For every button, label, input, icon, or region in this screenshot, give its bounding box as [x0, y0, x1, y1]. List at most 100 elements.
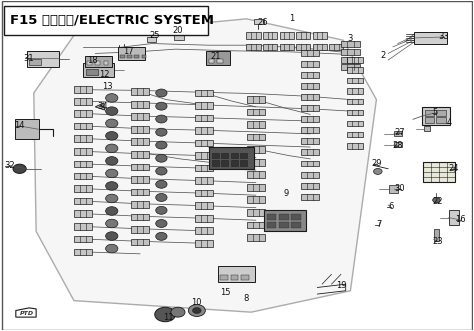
Bar	[425, 118, 434, 123]
Bar	[74, 198, 92, 205]
Circle shape	[106, 94, 118, 102]
Bar	[131, 176, 149, 183]
Bar	[255, 19, 264, 24]
Text: 8: 8	[244, 295, 249, 304]
Bar	[195, 165, 213, 171]
Bar	[195, 140, 213, 146]
Bar	[74, 173, 92, 179]
Bar	[247, 234, 265, 241]
Circle shape	[156, 89, 167, 97]
Bar	[449, 210, 459, 225]
Bar	[29, 59, 41, 65]
Bar	[347, 132, 364, 137]
Bar	[221, 153, 228, 158]
Bar	[340, 41, 360, 47]
Bar	[292, 221, 301, 228]
Circle shape	[156, 154, 167, 162]
Bar	[118, 48, 146, 60]
Bar	[423, 162, 455, 182]
Bar	[212, 153, 219, 158]
Text: 25: 25	[149, 31, 160, 40]
Bar	[85, 56, 112, 67]
Circle shape	[156, 141, 167, 149]
Text: 20: 20	[173, 26, 183, 35]
Bar	[217, 59, 223, 63]
Circle shape	[156, 167, 167, 175]
Circle shape	[106, 144, 118, 153]
Text: 10: 10	[191, 298, 202, 307]
Bar	[87, 61, 92, 65]
Bar	[74, 210, 92, 217]
Bar	[74, 161, 92, 167]
Bar	[74, 223, 92, 230]
Bar	[131, 213, 149, 220]
Circle shape	[156, 219, 167, 227]
Bar	[131, 126, 149, 132]
Bar	[15, 119, 38, 139]
Bar	[221, 160, 228, 166]
Circle shape	[106, 219, 118, 228]
Bar	[296, 44, 310, 50]
Bar	[74, 123, 92, 129]
Bar	[267, 214, 276, 220]
Bar	[347, 67, 364, 73]
Bar	[247, 96, 265, 103]
Text: 18: 18	[88, 56, 98, 65]
Circle shape	[106, 182, 118, 190]
Bar	[247, 159, 265, 166]
Bar	[247, 184, 265, 191]
Text: 30: 30	[395, 184, 405, 193]
Circle shape	[192, 307, 201, 313]
Bar	[173, 34, 184, 40]
Bar	[329, 44, 343, 50]
Text: PTD: PTD	[19, 311, 34, 316]
Bar	[209, 147, 254, 169]
Text: 14: 14	[14, 121, 25, 130]
Bar	[206, 51, 230, 65]
Bar	[209, 59, 214, 63]
Bar	[241, 275, 249, 280]
Bar	[340, 49, 360, 55]
Bar	[347, 99, 364, 104]
Circle shape	[374, 168, 382, 174]
Text: 31: 31	[24, 54, 34, 63]
Text: 13: 13	[102, 82, 112, 91]
Circle shape	[106, 169, 118, 178]
Text: 19: 19	[336, 281, 346, 290]
Bar	[195, 215, 213, 221]
Circle shape	[106, 107, 118, 116]
Text: 4: 4	[447, 118, 452, 127]
Bar	[131, 164, 149, 170]
Text: 6: 6	[388, 202, 393, 211]
Bar	[437, 110, 446, 116]
Text: 3: 3	[348, 34, 353, 43]
Bar	[347, 120, 364, 126]
Bar	[301, 127, 319, 133]
Bar	[27, 51, 59, 67]
Circle shape	[106, 119, 118, 127]
Bar	[263, 32, 277, 39]
Circle shape	[433, 198, 440, 203]
Bar	[218, 266, 255, 282]
Bar	[220, 275, 228, 280]
Bar	[340, 64, 360, 70]
Bar	[264, 210, 306, 231]
Text: 1: 1	[289, 14, 294, 23]
Circle shape	[106, 157, 118, 165]
Circle shape	[188, 305, 205, 316]
Bar	[389, 185, 398, 193]
Bar	[95, 61, 100, 65]
Text: 15: 15	[220, 288, 230, 297]
Bar	[313, 32, 327, 39]
Bar	[247, 134, 265, 140]
Bar	[195, 203, 213, 209]
Circle shape	[156, 102, 167, 110]
Bar	[74, 236, 92, 242]
Bar	[437, 118, 446, 123]
Bar	[240, 160, 247, 166]
Bar	[247, 171, 265, 178]
Bar	[394, 142, 402, 147]
Circle shape	[106, 232, 118, 240]
Text: 17: 17	[123, 47, 134, 56]
Bar	[301, 138, 319, 144]
